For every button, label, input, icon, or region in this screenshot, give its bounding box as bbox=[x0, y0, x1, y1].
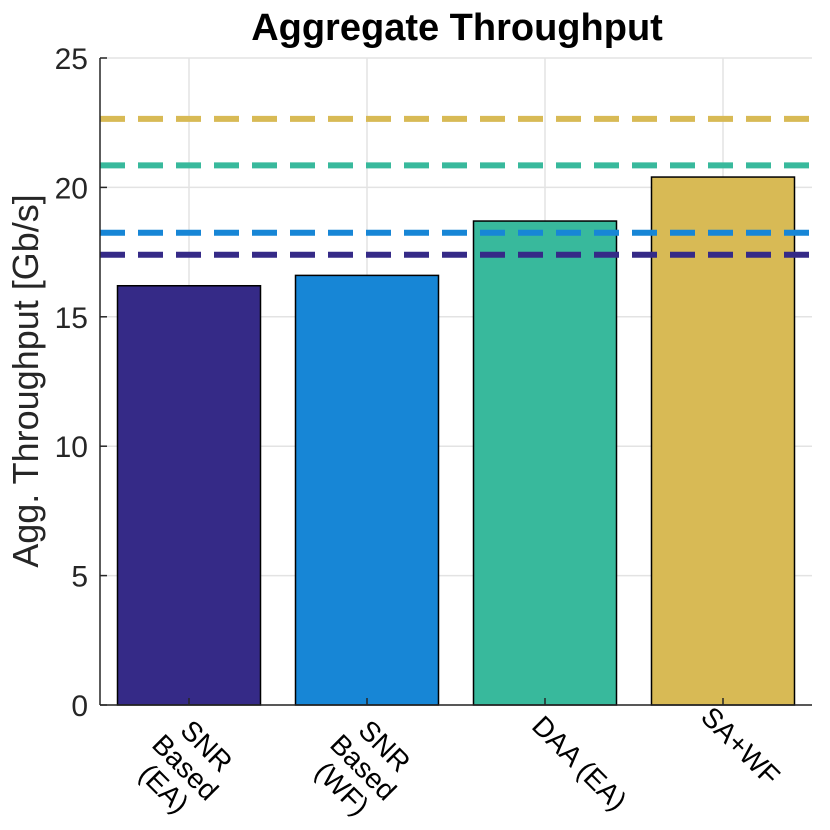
y-tick-label: 5 bbox=[71, 561, 88, 594]
y-tick-label: 20 bbox=[55, 172, 88, 205]
bar bbox=[472, 220, 618, 706]
x-tick-label-line: SA+WF bbox=[695, 701, 786, 792]
y-axis-label: Agg. Throughput [Gb/s] bbox=[5, 194, 46, 568]
y-tick-label: 25 bbox=[55, 43, 88, 76]
y-tick-label: 10 bbox=[55, 431, 88, 464]
x-tick-label: DAA (EA) bbox=[526, 710, 633, 817]
chart-title: Aggregate Throughput bbox=[251, 7, 663, 49]
y-tick-labels: 0 5 10 15 20 25 bbox=[55, 43, 88, 723]
bar bbox=[650, 176, 796, 706]
axes bbox=[99, 57, 812, 706]
bar bbox=[116, 284, 262, 706]
y-tick-label: 15 bbox=[55, 302, 88, 335]
x-tick-label-line: DAA (EA) bbox=[526, 710, 633, 817]
y-tick-label: 0 bbox=[71, 690, 88, 723]
reference-lines bbox=[100, 115, 812, 258]
x-tick-label: SA+WF bbox=[695, 701, 786, 792]
bar bbox=[294, 274, 440, 706]
